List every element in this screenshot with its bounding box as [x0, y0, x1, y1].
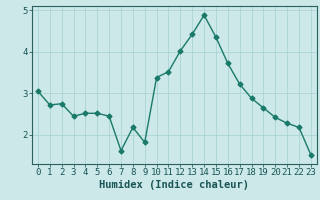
X-axis label: Humidex (Indice chaleur): Humidex (Indice chaleur) — [100, 180, 249, 190]
